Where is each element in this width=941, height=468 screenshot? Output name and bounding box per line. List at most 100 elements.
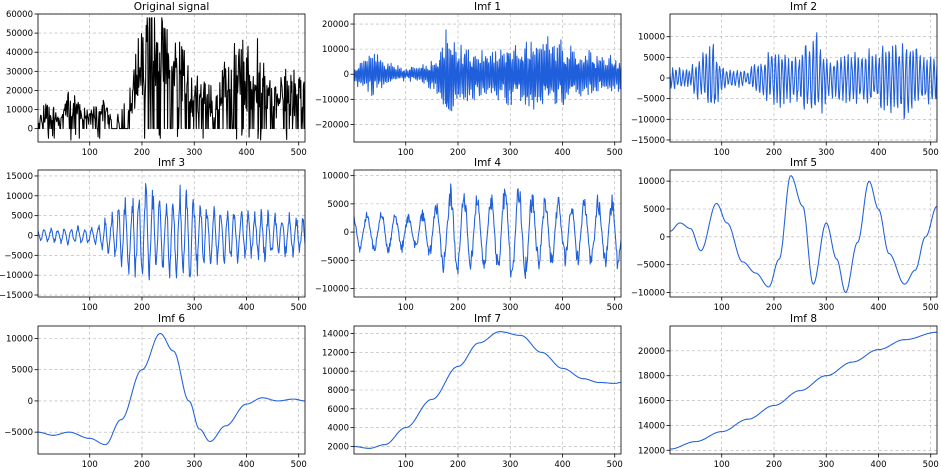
subplot-6: 100 200 300 400 500 −10000 −5000 0 5000 10000 Imf … bbox=[631, 157, 939, 313]
subplot-1: 100 200 300 400 500 0 10000 20000 30000 40000 5000… bbox=[6, 1, 307, 158]
x-tick-label: 500 bbox=[923, 303, 939, 313]
x-tick-label: 400 bbox=[554, 303, 570, 313]
y-tick-label: 2000 bbox=[327, 442, 349, 452]
y-tick-label: 40000 bbox=[6, 48, 33, 58]
x-tick-label: 300 bbox=[502, 148, 518, 158]
x-tick-label: 100 bbox=[82, 303, 98, 313]
y-tick-label: −5000 bbox=[320, 256, 349, 266]
subplot-title: Imf 5 bbox=[790, 157, 817, 169]
y-tick-label: 10000 bbox=[638, 177, 665, 187]
y-tick-label: 5000 bbox=[327, 200, 349, 210]
subplot-title: Imf 8 bbox=[790, 313, 817, 325]
y-tick-label: 10000 bbox=[6, 192, 33, 202]
y-tick-label: 10000 bbox=[322, 172, 349, 182]
x-tick-label: 100 bbox=[714, 148, 730, 158]
series-line bbox=[670, 331, 937, 450]
x-tick-label: 200 bbox=[450, 148, 466, 158]
x-tick-label: 400 bbox=[238, 460, 254, 468]
x-tick-label: 200 bbox=[134, 303, 150, 313]
y-tick-label: 12000 bbox=[322, 348, 349, 358]
x-tick-label: 300 bbox=[186, 148, 202, 158]
y-tick-label: 0 bbox=[28, 397, 33, 407]
y-tick-label: 30000 bbox=[6, 67, 33, 77]
y-tick-label: 10000 bbox=[322, 45, 349, 55]
x-tick-label: 300 bbox=[186, 460, 202, 468]
series-line bbox=[354, 29, 621, 112]
x-tick-label: 500 bbox=[607, 303, 623, 313]
y-tick-label: 8000 bbox=[327, 386, 349, 396]
subplot-5: 100 200 300 400 500 −10000 −5000 0 5000 10000 Imf … bbox=[315, 157, 623, 313]
y-tick-label: −5000 bbox=[4, 428, 33, 438]
x-tick-label: 200 bbox=[766, 303, 782, 313]
x-tick-label: 400 bbox=[870, 303, 886, 313]
y-tick-label: −10000 bbox=[315, 95, 349, 105]
x-tick-label: 400 bbox=[238, 148, 254, 158]
y-tick-label: 12000 bbox=[638, 446, 665, 456]
x-tick-label: 300 bbox=[818, 460, 834, 468]
subplot-9: 100 200 300 400 500 12000 14000 16000 18000 20000… bbox=[638, 313, 939, 468]
series-line bbox=[354, 183, 621, 280]
axes-frame bbox=[353, 169, 622, 298]
subplot-3: 100 200 300 400 500 −15000 −10000 −5000 0 5000 100… bbox=[631, 1, 939, 158]
x-tick-label: 200 bbox=[450, 303, 466, 313]
y-tick-label: 10000 bbox=[6, 106, 33, 116]
x-tick-label: 500 bbox=[291, 148, 307, 158]
x-tick-label: 100 bbox=[398, 303, 414, 313]
series-line bbox=[670, 32, 937, 120]
x-tick-label: 400 bbox=[238, 303, 254, 313]
subplot-2: 100 200 300 400 500 −20000 −10000 0 10000 20000 Im… bbox=[315, 1, 623, 158]
subplot-7: 100 200 300 400 500 −5000 0 5000 10000 Imf 6 bbox=[4, 313, 307, 468]
x-tick-label: 400 bbox=[870, 460, 886, 468]
y-tick-label: 14000 bbox=[322, 330, 349, 340]
x-tick-label: 500 bbox=[291, 460, 307, 468]
series-line bbox=[670, 175, 937, 294]
y-tick-label: 20000 bbox=[6, 86, 33, 96]
subplot-title: Original signal bbox=[134, 1, 209, 13]
y-tick-label: −10000 bbox=[631, 115, 665, 125]
y-tick-label: 20000 bbox=[638, 347, 665, 357]
axes-frame bbox=[669, 325, 938, 455]
axes-frame bbox=[669, 169, 938, 298]
y-tick-label: −15000 bbox=[0, 291, 33, 301]
y-tick-label: 4000 bbox=[327, 424, 349, 434]
y-tick-label: 5000 bbox=[643, 205, 665, 215]
axes-frame bbox=[37, 169, 306, 298]
y-tick-label: 10000 bbox=[322, 367, 349, 377]
x-tick-label: 100 bbox=[398, 460, 414, 468]
x-tick-label: 200 bbox=[134, 460, 150, 468]
y-tick-label: 60000 bbox=[6, 10, 33, 20]
y-tick-label: 0 bbox=[344, 70, 349, 80]
y-tick-label: 0 bbox=[28, 231, 33, 241]
x-tick-label: 500 bbox=[923, 148, 939, 158]
subplot-4: 100 200 300 400 500 −15000 −10000 −5000 0 5000 100… bbox=[0, 157, 307, 313]
subplot-title: Imf 2 bbox=[790, 1, 817, 13]
series-line bbox=[38, 17, 305, 141]
subplot-title: Imf 3 bbox=[158, 157, 185, 169]
y-tick-label: −20000 bbox=[315, 120, 349, 130]
subplot-title: Imf 4 bbox=[474, 157, 501, 169]
x-tick-label: 300 bbox=[818, 148, 834, 158]
x-tick-label: 200 bbox=[450, 460, 466, 468]
x-tick-label: 300 bbox=[502, 303, 518, 313]
x-tick-label: 100 bbox=[82, 148, 98, 158]
y-tick-label: −5000 bbox=[636, 261, 665, 271]
y-tick-label: −15000 bbox=[631, 136, 665, 146]
x-tick-label: 500 bbox=[607, 148, 623, 158]
x-tick-label: 500 bbox=[291, 303, 307, 313]
y-tick-label: −10000 bbox=[0, 271, 33, 281]
y-tick-label: 16000 bbox=[638, 397, 665, 407]
x-tick-label: 400 bbox=[870, 148, 886, 158]
y-tick-label: −10000 bbox=[631, 289, 665, 299]
axes-frame bbox=[37, 13, 306, 143]
subplot-title: Imf 7 bbox=[474, 313, 501, 325]
x-tick-label: 500 bbox=[923, 460, 939, 468]
x-tick-label: 400 bbox=[554, 148, 570, 158]
x-tick-label: 400 bbox=[554, 460, 570, 468]
y-tick-label: 0 bbox=[660, 74, 665, 84]
y-tick-label: 20000 bbox=[322, 20, 349, 30]
x-tick-label: 100 bbox=[714, 303, 730, 313]
x-tick-label: 500 bbox=[607, 460, 623, 468]
y-tick-label: 5000 bbox=[643, 53, 665, 63]
series-line bbox=[38, 332, 305, 446]
